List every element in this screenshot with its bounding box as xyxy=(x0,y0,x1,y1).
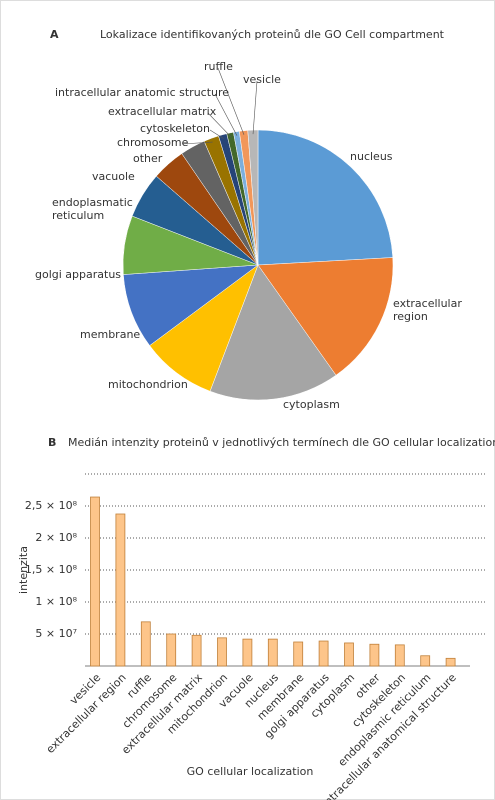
panel-label: B xyxy=(48,436,56,449)
pie-slice xyxy=(257,129,394,266)
bar xyxy=(369,643,380,667)
y-tick-label: 1 × 10⁸ xyxy=(35,595,77,608)
slice-label: vacuole xyxy=(92,170,135,183)
leader-line xyxy=(181,141,213,145)
slice-label: chromosome xyxy=(117,136,189,149)
bar xyxy=(115,513,126,667)
y-tick-label: 1,5 × 10⁸ xyxy=(25,563,78,576)
y-tick-label: 5 × 10⁷ xyxy=(35,627,77,640)
bar xyxy=(140,621,151,667)
leader-line xyxy=(217,67,245,135)
bar xyxy=(420,655,431,667)
bar xyxy=(394,644,405,667)
bar xyxy=(166,633,177,667)
slice-label: intracellular anatomic structure xyxy=(55,86,230,99)
slice-label: extracellular region xyxy=(393,297,462,323)
bar xyxy=(445,657,456,667)
slice-label: vesicle xyxy=(243,73,281,86)
slice-label: cytoplasm xyxy=(283,398,340,411)
bar xyxy=(191,634,202,667)
slice-label: nucleus xyxy=(350,150,393,163)
y-axis-label: intenzita xyxy=(17,546,30,594)
bar xyxy=(267,638,278,667)
bar xyxy=(90,496,100,667)
bar xyxy=(293,641,304,667)
slice-label: extracellular matrix xyxy=(108,105,217,118)
pie-slice xyxy=(247,129,259,266)
y-tick-label: 2,5 × 10⁸ xyxy=(25,499,78,512)
leader-line xyxy=(214,93,238,136)
y-tick-label: 2 × 10⁸ xyxy=(35,531,77,544)
bar xyxy=(217,637,227,667)
panel-label: A xyxy=(50,28,59,41)
bar xyxy=(318,640,329,667)
chart-title: Lokalizace identifikovaných proteinů dle… xyxy=(100,28,445,41)
leader-line xyxy=(207,112,232,138)
slice-label: endoplasmatic reticulum xyxy=(52,196,133,222)
bar xyxy=(242,638,253,667)
slice-label: membrane xyxy=(80,328,141,341)
leader-line xyxy=(209,129,224,139)
x-axis-label: GO cellular localization xyxy=(187,765,314,778)
slice-label: other xyxy=(133,152,163,165)
pie-slice xyxy=(209,264,337,401)
leader-line xyxy=(252,80,258,135)
slice-label: ruffle xyxy=(204,60,233,73)
pie-slice xyxy=(257,257,394,376)
chart-title: Medián intenzity proteinů v jednotlivých… xyxy=(68,436,495,449)
bar xyxy=(344,642,354,667)
slice-label: mitochondrion xyxy=(108,378,188,391)
slice-label: cytoskeleton xyxy=(140,122,210,135)
slice-label: golgi apparatus xyxy=(35,268,122,281)
